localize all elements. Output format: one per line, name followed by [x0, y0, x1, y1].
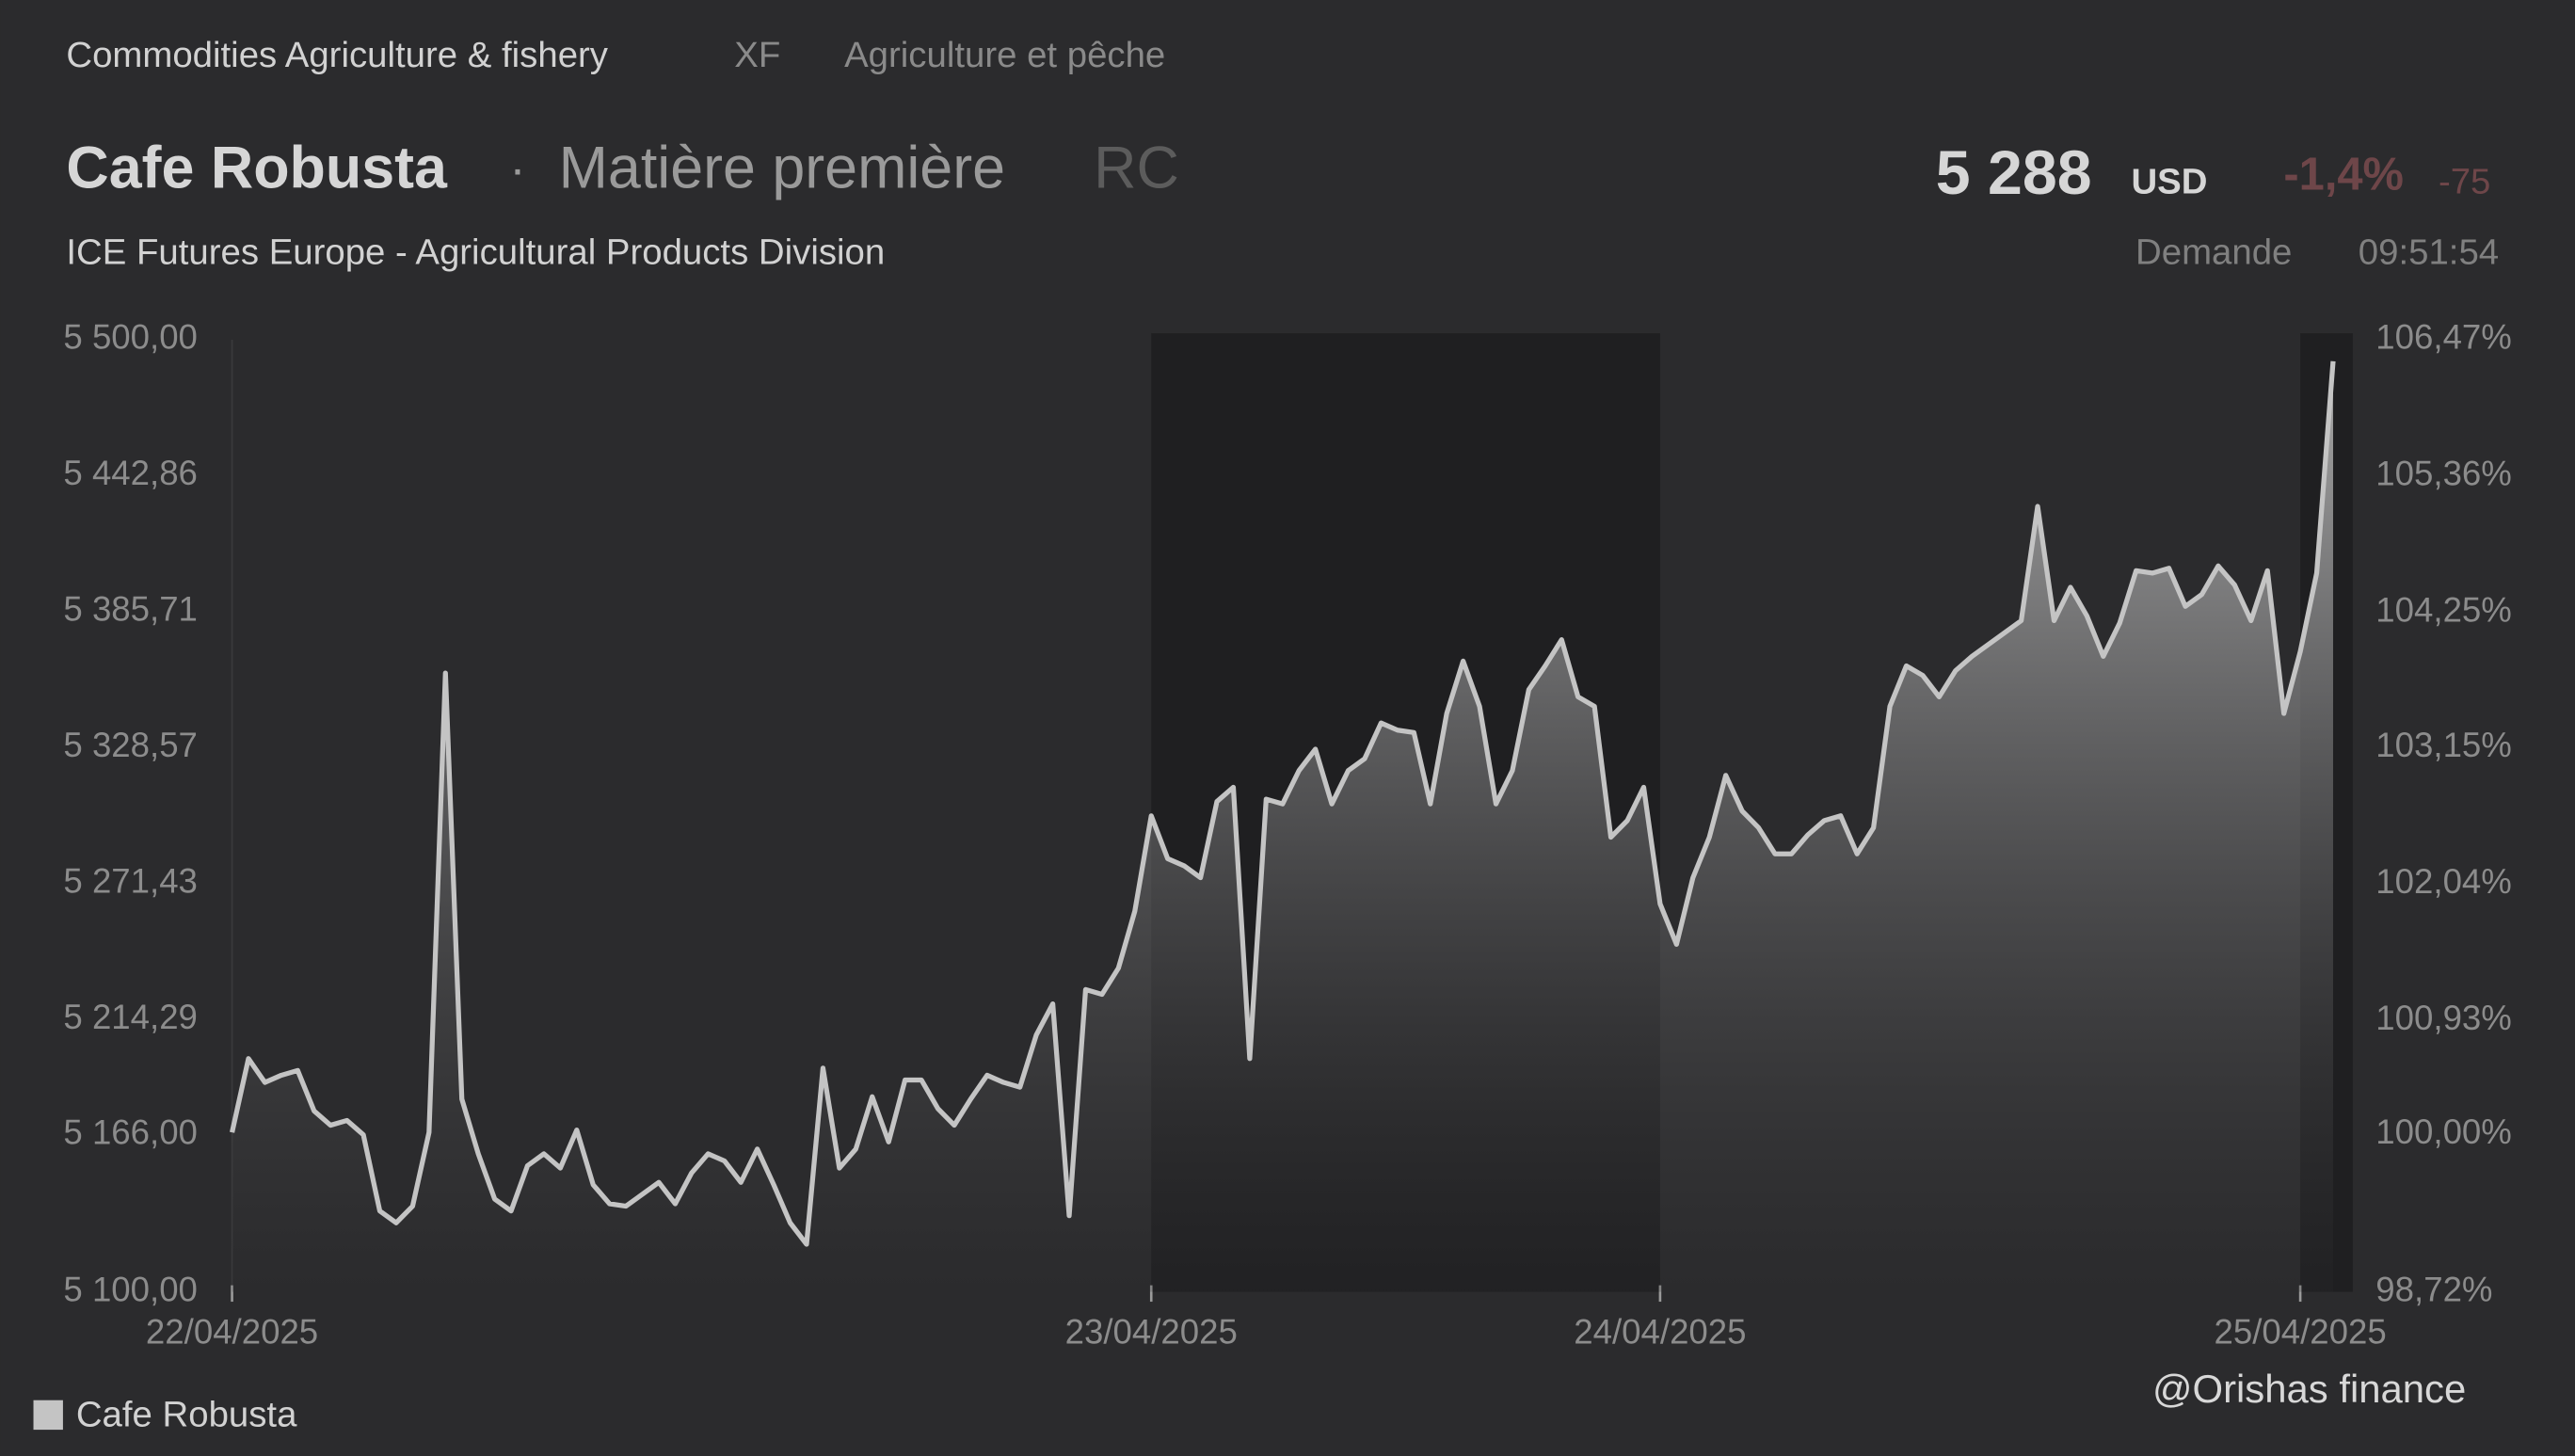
change: -75 [2439, 161, 2490, 201]
y-tick-label: 5 271,43 [63, 862, 198, 901]
x-tick-label: 22/04/2025 [146, 1313, 318, 1352]
x-tick-label: 24/04/2025 [1574, 1313, 1746, 1352]
y-tick-label: 5 166,00 [63, 1112, 198, 1151]
quote-time: 09:51:54 [2359, 232, 2499, 272]
legend-label: Cafe Robusta [76, 1394, 297, 1434]
y2-tick-label: 98,72% [2375, 1270, 2492, 1308]
x-tick-label: 23/04/2025 [1065, 1313, 1238, 1352]
y2-tick-label: 104,25% [2375, 590, 2512, 629]
y-tick-label: 5 214,29 [63, 998, 198, 1036]
y2-tick-label: 106,47% [2375, 318, 2512, 357]
area [232, 360, 2333, 1292]
instrument-type: Matière première [559, 136, 1005, 201]
y2-tick-label: 103,15% [2375, 726, 2512, 764]
instrument-name: Cafe Robusta [66, 136, 448, 201]
y2-tick-label: 105,36% [2375, 455, 2512, 493]
category[interactable]: Agriculture et pêche [844, 35, 1165, 75]
change-percent: -1,4% [2283, 149, 2404, 200]
legend-swatch [33, 1400, 63, 1431]
y2-tick-label: 100,00% [2375, 1112, 2512, 1151]
breadcrumb[interactable]: Commodities Agriculture & fishery [66, 35, 608, 75]
y-tick-label: 5 100,00 [63, 1270, 198, 1308]
price: 5 288 [1936, 138, 2092, 208]
line [230, 360, 2336, 1247]
x-tick-label: 25/04/2025 [2214, 1313, 2386, 1352]
y2-tick-label: 102,04% [2375, 862, 2512, 901]
y-tick-label: 5 385,71 [63, 590, 198, 629]
y-tick-label: 5 328,57 [63, 726, 198, 764]
currency: USD [2131, 161, 2207, 201]
y-tick-label: 5 500,00 [63, 318, 198, 357]
code[interactable]: XF [734, 35, 780, 75]
separator: · [509, 142, 525, 197]
y2-tick-label: 100,93% [2375, 999, 2512, 1037]
y-tick-label: 5 442,86 [63, 454, 198, 492]
quote-type: Demande [2135, 232, 2292, 272]
watermark: @Orishas finance [2152, 1367, 2466, 1411]
symbol: RC [1094, 136, 1179, 201]
exchange: ICE Futures Europe - Agricultural Produc… [66, 232, 885, 272]
